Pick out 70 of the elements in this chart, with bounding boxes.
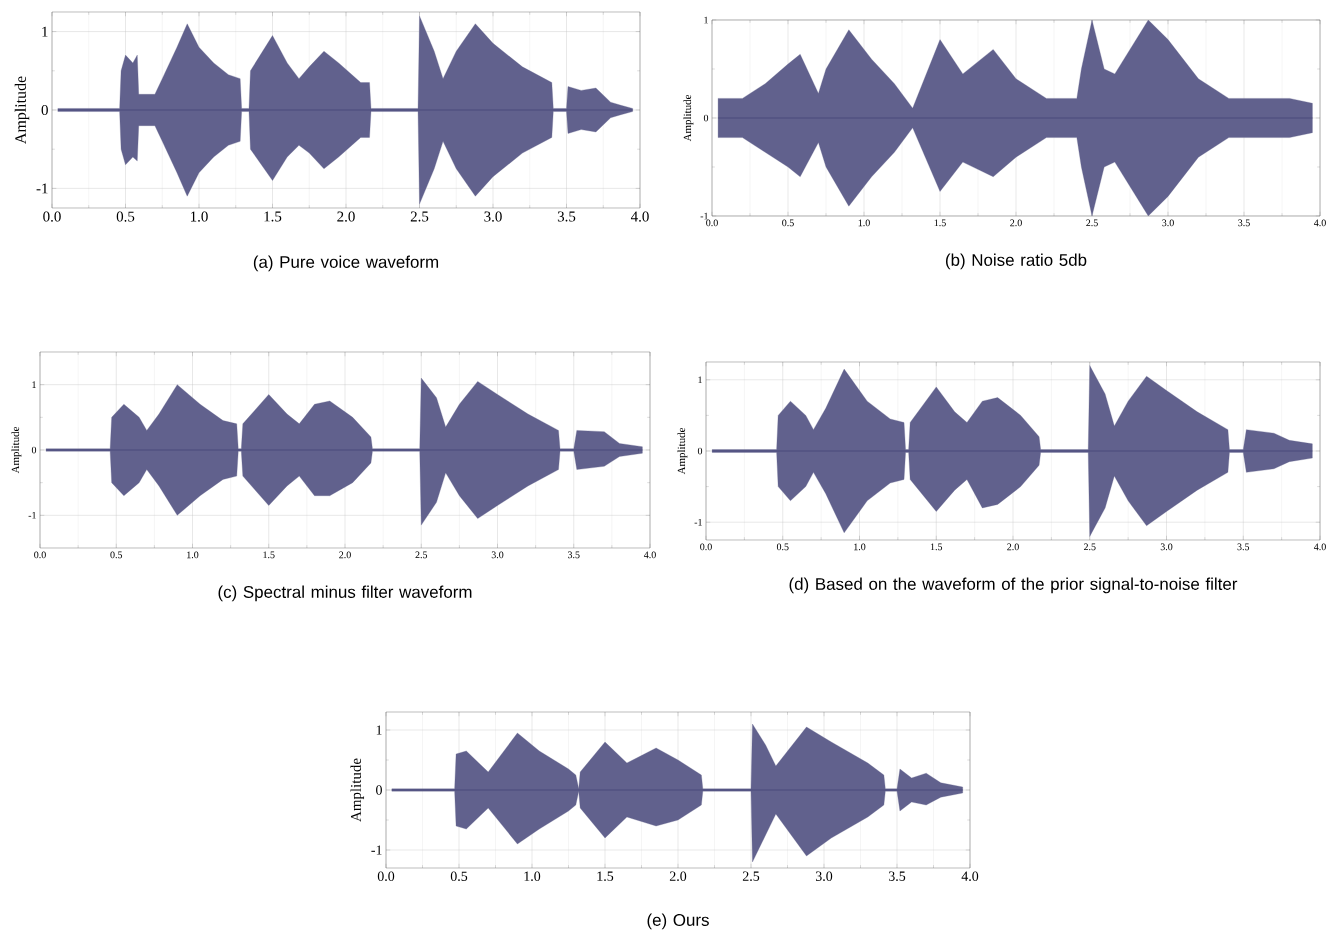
- x-tick-label: 1.0: [187, 551, 199, 559]
- y-tick-label: 1: [376, 725, 382, 735]
- x-tick-label: 1.0: [190, 211, 208, 222]
- x-tick-label: 1.5: [263, 551, 275, 559]
- x-tick-label: 0.0: [43, 211, 61, 222]
- x-tick-label: 1.5: [934, 219, 946, 227]
- x-tick-label: 2.5: [415, 551, 428, 559]
- y-tick-label: -1: [371, 845, 382, 855]
- y-axis-title: Amplitude: [677, 427, 688, 475]
- x-tick-label: 0.0: [377, 871, 395, 881]
- x-tick-label: 3.5: [557, 211, 576, 222]
- x-tick-label: 2.5: [410, 211, 429, 222]
- x-tick-label: 3.5: [1238, 219, 1250, 227]
- y-tick-label: -1: [28, 512, 36, 519]
- y-axis-title: Amplitude: [683, 94, 694, 142]
- x-tick-label: 1.5: [930, 543, 943, 551]
- x-tick-label: 3.5: [1237, 543, 1250, 551]
- x-tick-label: 3.5: [888, 871, 906, 881]
- x-tick-label: 0.0: [706, 219, 718, 227]
- x-tick-label: 1.5: [264, 211, 282, 222]
- x-tick-label: 1.0: [854, 543, 866, 551]
- y-tick-label: 0: [31, 446, 37, 454]
- x-tick-label: 0.5: [116, 211, 135, 222]
- y-tick-label: 0: [697, 447, 703, 455]
- x-tick-label: 4.0: [1313, 543, 1326, 551]
- x-tick-label: 3.0: [484, 211, 502, 222]
- y-tick-label: 1: [32, 381, 36, 388]
- x-tick-label: 0.5: [782, 219, 794, 227]
- y-axis-title: Amplitude: [350, 758, 365, 822]
- x-tick-label: 0.5: [110, 551, 123, 559]
- x-tick-label: 2.0: [339, 551, 351, 559]
- x-tick-label: 4.0: [1313, 219, 1326, 227]
- x-tick-label: 2.5: [1086, 219, 1098, 227]
- text: (b) Noise ratio 5db: [945, 253, 1087, 270]
- text: (c) Spectral minus filter waveform: [218, 585, 472, 602]
- x-tick-label: 0.0: [34, 551, 46, 559]
- x-tick-label: 0.5: [450, 871, 468, 881]
- text: (e) Ours: [647, 913, 709, 930]
- x-tick-label: 2.0: [337, 211, 355, 222]
- text: (d) Based on the waveform of the prior signal-to-noise filter: [789, 577, 1238, 594]
- x-tick-label: 4.0: [961, 871, 979, 881]
- x-tick-label: 3.0: [815, 871, 833, 881]
- y-tick-label: -1: [36, 183, 48, 194]
- x-tick-label: 2.0: [1010, 219, 1022, 227]
- y-tick-label: -1: [694, 518, 702, 526]
- x-tick-label: 4.0: [643, 551, 656, 559]
- x-tick-label: 1.0: [858, 219, 870, 227]
- y-tick-label: 0: [376, 785, 382, 795]
- x-tick-label: 1.0: [524, 871, 541, 881]
- x-tick-label: 1.5: [597, 871, 614, 881]
- x-tick-label: 3.5: [568, 551, 580, 559]
- y-tick-label: 1: [704, 16, 708, 24]
- x-tick-label: 2.0: [1007, 543, 1019, 551]
- y-tick-label: 0: [703, 114, 709, 122]
- y-axis-title: Amplitude: [11, 426, 22, 474]
- y-tick-label: -1: [700, 212, 708, 220]
- x-tick-label: 2.5: [742, 871, 760, 881]
- x-tick-label: 3.0: [1162, 219, 1174, 227]
- x-tick-label: 3.0: [491, 551, 504, 559]
- x-tick-label: 4.0: [630, 211, 649, 222]
- x-tick-label: 2.5: [1083, 543, 1096, 551]
- y-tick-label: 1: [42, 26, 48, 37]
- x-tick-label: 3.0: [1160, 543, 1173, 551]
- y-axis-title: Amplitude: [14, 76, 30, 144]
- x-tick-label: 2.0: [669, 871, 687, 881]
- x-tick-label: 0.5: [776, 543, 789, 551]
- x-tick-label: 0.0: [700, 543, 712, 551]
- y-tick-label: 1: [698, 376, 702, 384]
- y-tick-label: 0: [41, 104, 48, 116]
- text: (a) Pure voice waveform: [253, 255, 439, 272]
